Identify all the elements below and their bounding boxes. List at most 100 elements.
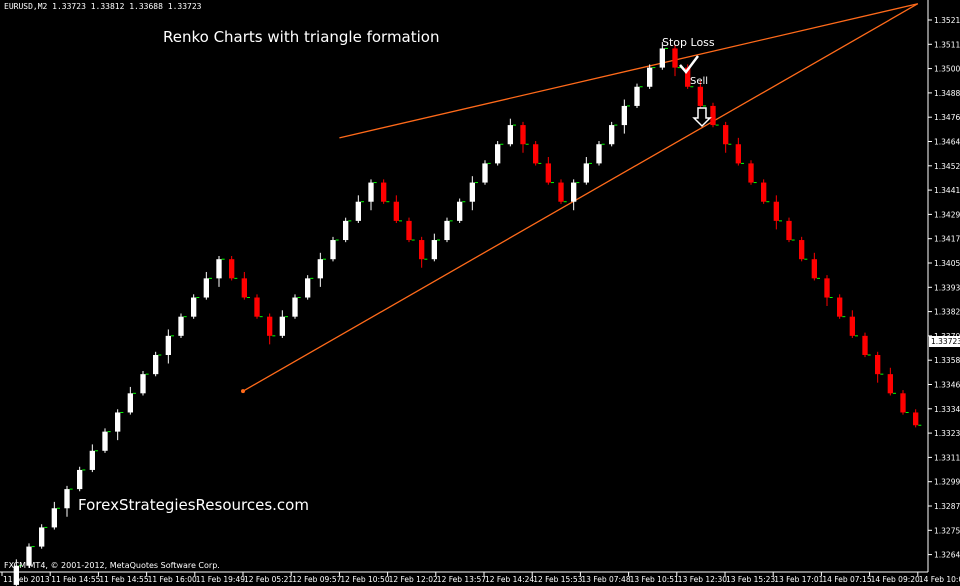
price-axis: 1.35215 1.35115 1.35000 1.34880 1.34765 1.346…	[928, 16, 960, 560]
down-brick	[786, 220, 792, 241]
down-brick	[710, 105, 716, 126]
down-brick	[520, 125, 526, 145]
y-tick-label: 1.34525	[934, 162, 960, 171]
up-brick	[216, 259, 222, 279]
down-brick	[875, 354, 881, 375]
down-brick	[533, 144, 539, 164]
up-brick	[305, 278, 311, 298]
x-tick-label: 13 Feb 07:48	[581, 575, 630, 584]
x-tick-label: 12 Feb 13:57	[437, 575, 486, 584]
trendline-anchor	[241, 389, 245, 394]
up-brick	[165, 335, 171, 355]
up-brick	[659, 48, 665, 68]
y-tick-label: 1.35215	[934, 16, 960, 25]
up-brick	[191, 297, 197, 317]
up-brick	[507, 125, 513, 145]
down-brick	[685, 67, 691, 87]
up-brick	[64, 489, 70, 509]
sell-arrow-icon	[692, 107, 712, 128]
x-tick-label: 11 Feb 2013	[3, 575, 50, 584]
down-brick	[735, 144, 741, 164]
up-brick	[292, 297, 298, 317]
x-tick-label: 13 Feb 15:23	[726, 575, 775, 584]
up-brick	[13, 565, 19, 585]
up-brick	[596, 144, 602, 164]
y-tick-label: 1.34410	[934, 186, 960, 195]
y-tick-label: 1.35000	[934, 65, 960, 74]
y-tick-label: 1.34645	[934, 138, 960, 147]
up-brick	[647, 67, 653, 87]
down-brick	[229, 259, 235, 279]
up-brick	[431, 240, 437, 260]
up-brick	[115, 412, 121, 432]
down-brick	[824, 278, 830, 298]
current-price-marker: 1.33723	[929, 336, 960, 347]
x-tick-label: 12 Feb 10:50	[340, 575, 389, 584]
down-brick	[748, 163, 754, 183]
up-brick	[621, 105, 627, 126]
x-tick-label: 11 Feb 19:49	[196, 575, 245, 584]
up-brick	[444, 220, 450, 241]
up-brick	[153, 354, 159, 375]
down-brick	[913, 412, 919, 426]
up-brick	[51, 508, 57, 528]
x-tick-label: 14 Feb 07:15	[822, 575, 871, 584]
trendlines	[241, 3, 919, 394]
up-brick	[39, 527, 45, 547]
down-brick	[406, 220, 412, 241]
up-brick	[317, 259, 323, 279]
up-brick	[634, 86, 640, 106]
y-tick-label: 1.33110	[934, 453, 960, 462]
up-brick	[583, 163, 589, 183]
down-brick	[419, 240, 425, 260]
x-tick-label: 12 Feb 14:24	[485, 575, 534, 584]
stop-loss-label: Stop Loss	[662, 36, 715, 49]
y-tick-label: 1.32640	[934, 551, 960, 560]
stop-loss-check-icon	[679, 55, 699, 74]
x-tick-label: 11 Feb 14:55	[51, 575, 100, 584]
up-brick	[609, 125, 615, 145]
down-brick	[545, 163, 551, 183]
up-brick	[495, 144, 501, 164]
y-tick-label: 1.34290	[934, 210, 960, 219]
x-tick-label: 12 Feb 15:53	[533, 575, 582, 584]
up-brick	[482, 163, 488, 183]
down-brick	[837, 297, 843, 317]
x-tick-label: 13 Feb 10:51	[630, 575, 679, 584]
down-brick	[672, 48, 678, 68]
x-tick-label: 14 Feb 09:20	[871, 575, 920, 584]
down-brick	[773, 201, 779, 221]
down-brick	[267, 316, 273, 336]
up-brick	[89, 450, 95, 470]
trendline	[242, 3, 919, 392]
y-tick-label: 1.34880	[934, 89, 960, 98]
down-brick	[241, 278, 247, 298]
chart-title: Renko Charts with triangle formation	[163, 28, 440, 46]
watermark: ForexStrategiesResources.com	[78, 496, 309, 514]
sell-label: Sell	[690, 76, 709, 87]
down-brick	[723, 125, 729, 145]
down-brick	[862, 335, 868, 355]
up-brick	[355, 201, 361, 221]
up-brick	[102, 431, 108, 451]
y-tick-label: 1.32755	[934, 526, 960, 535]
down-brick	[799, 240, 805, 260]
down-brick	[393, 201, 399, 221]
down-brick	[697, 86, 703, 106]
down-brick	[849, 316, 855, 336]
y-tick-label: 1.33230	[934, 429, 960, 438]
symbol-info: EURUSD,M2 1.33723 1.33812 1.33688 1.3372…	[4, 2, 202, 11]
down-brick	[381, 182, 387, 202]
x-tick-label: 12 Feb 05:21	[244, 575, 293, 584]
y-tick-label: 1.32990	[934, 478, 960, 487]
down-brick	[761, 182, 767, 202]
up-brick	[178, 316, 184, 336]
up-brick	[140, 374, 146, 394]
y-tick-label: 1.34765	[934, 113, 960, 122]
y-tick-label: 1.32875	[934, 502, 960, 511]
y-tick-label: 1.33820	[934, 308, 960, 317]
y-tick-label: 1.33345	[934, 405, 960, 414]
